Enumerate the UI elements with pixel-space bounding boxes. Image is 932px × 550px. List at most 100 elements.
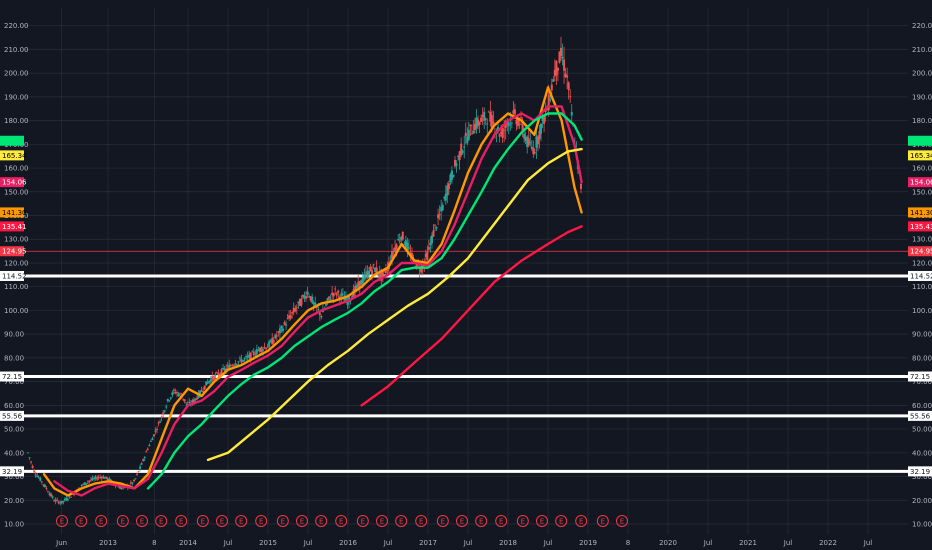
candle-body <box>441 204 444 211</box>
candle-body <box>237 361 240 363</box>
candle-body <box>363 274 366 280</box>
y-tick-label-right: 130.00 <box>912 236 932 244</box>
earnings-marker[interactable] <box>95 515 108 527</box>
earnings-marker[interactable] <box>255 515 268 527</box>
earnings-marker[interactable] <box>596 515 609 527</box>
earnings-marker[interactable] <box>56 515 68 527</box>
earnings-marker[interactable] <box>616 515 628 527</box>
earnings-marker[interactable] <box>136 515 148 527</box>
earnings-marker[interactable] <box>216 515 228 527</box>
candle-body <box>62 501 65 502</box>
candle-body <box>324 304 327 306</box>
candle-body <box>473 123 476 131</box>
support-label-right-text: 32.19 <box>910 468 930 476</box>
earnings-marker-label: E <box>300 518 304 526</box>
earnings-marker[interactable] <box>415 515 428 527</box>
earnings-marker[interactable] <box>155 515 168 527</box>
earnings-marker[interactable] <box>575 515 588 527</box>
candle-body <box>45 488 48 489</box>
price-badge-right <box>908 246 932 257</box>
candle-body <box>195 397 198 400</box>
x-tick-label: 2019 <box>579 539 597 547</box>
candle-body <box>381 270 384 276</box>
candle-body <box>529 142 532 144</box>
candle-body <box>331 292 334 295</box>
candle-body <box>512 110 515 114</box>
candle-body <box>175 392 178 394</box>
candle-body <box>57 501 60 504</box>
earnings-marker[interactable] <box>555 515 568 527</box>
candle-body <box>498 134 501 137</box>
candle-body <box>518 124 521 125</box>
earnings-marker[interactable] <box>196 515 209 527</box>
y-tick-label-right: 150.00 <box>912 188 932 196</box>
time-axis[interactable]: Jun 2013 8 2014 Jul 2015 Jul 2016 Jul 2017 Jul 2018… <box>55 539 872 547</box>
candle-body <box>99 476 102 478</box>
candle-body <box>269 340 272 342</box>
earnings-marker[interactable] <box>456 515 468 527</box>
support-label-right-text: 114.52 <box>910 272 932 280</box>
candle-body <box>466 136 469 144</box>
candle-body <box>80 485 83 487</box>
earnings-marker[interactable] <box>516 515 529 527</box>
earnings-marker[interactable] <box>475 515 488 527</box>
candle-body <box>159 421 162 423</box>
y-tick-label-left: 200.00 <box>4 70 29 78</box>
price-badges: 165.34 165.34 154.06 154.06 141.30 141.30 135.… <box>0 135 932 477</box>
earnings-marker[interactable] <box>356 515 369 527</box>
earnings-marker[interactable] <box>436 515 449 527</box>
earnings-marker[interactable] <box>296 515 308 527</box>
earnings-marker[interactable] <box>395 515 408 527</box>
price-badge-right-text: 165.34 <box>910 152 932 160</box>
earnings-marker-label: E <box>79 518 83 526</box>
candle-body <box>394 247 397 252</box>
earnings-marker[interactable] <box>235 515 248 527</box>
earnings-marker-label: E <box>620 518 624 526</box>
candle-body <box>151 438 154 441</box>
candle-body <box>449 174 452 183</box>
candle-body <box>317 308 320 310</box>
candle-body <box>556 68 559 71</box>
earnings-marker[interactable] <box>495 515 508 527</box>
earnings-marker[interactable] <box>376 515 388 527</box>
candle-body <box>37 477 40 479</box>
candle-body <box>129 482 132 484</box>
earnings-marker[interactable] <box>175 515 188 527</box>
candle-body <box>226 365 229 367</box>
candle-body <box>374 267 377 273</box>
candle-body <box>143 457 146 459</box>
candle-body <box>105 476 108 479</box>
candle-body <box>500 131 503 135</box>
candle-body <box>212 376 215 381</box>
candle-body <box>281 328 284 332</box>
candle-body <box>146 448 149 450</box>
earnings-marker[interactable] <box>536 515 548 527</box>
candle-body <box>492 121 495 124</box>
earnings-marker[interactable] <box>116 515 129 527</box>
candle-body <box>530 146 533 149</box>
earnings-marker-label: E <box>159 518 163 526</box>
candle-body <box>400 236 403 241</box>
candle-body <box>429 242 432 245</box>
candle-body <box>464 132 467 137</box>
candle-body <box>214 374 217 377</box>
earnings-marker[interactable] <box>335 515 348 527</box>
moving-average-line <box>360 225 583 407</box>
y-tick-label-left: 50.00 <box>4 426 24 434</box>
earnings-marker[interactable] <box>315 515 328 527</box>
y-tick-label-right: 110.00 <box>912 283 932 291</box>
candle-body <box>346 299 349 305</box>
earnings-marker-label: E <box>361 518 365 526</box>
candle-body <box>86 481 89 483</box>
y-tick-label-right: 70.00 <box>912 378 932 386</box>
earnings-marker[interactable] <box>75 515 88 527</box>
candle-body <box>467 129 470 140</box>
earnings-marker[interactable] <box>276 515 289 527</box>
candle-body <box>254 354 257 356</box>
earnings-marker-label: E <box>239 518 243 526</box>
earnings-marker-label: E <box>140 518 144 526</box>
x-tick-label: 2013 <box>99 539 117 547</box>
y-tick-label-left: 70.00 <box>4 378 24 386</box>
